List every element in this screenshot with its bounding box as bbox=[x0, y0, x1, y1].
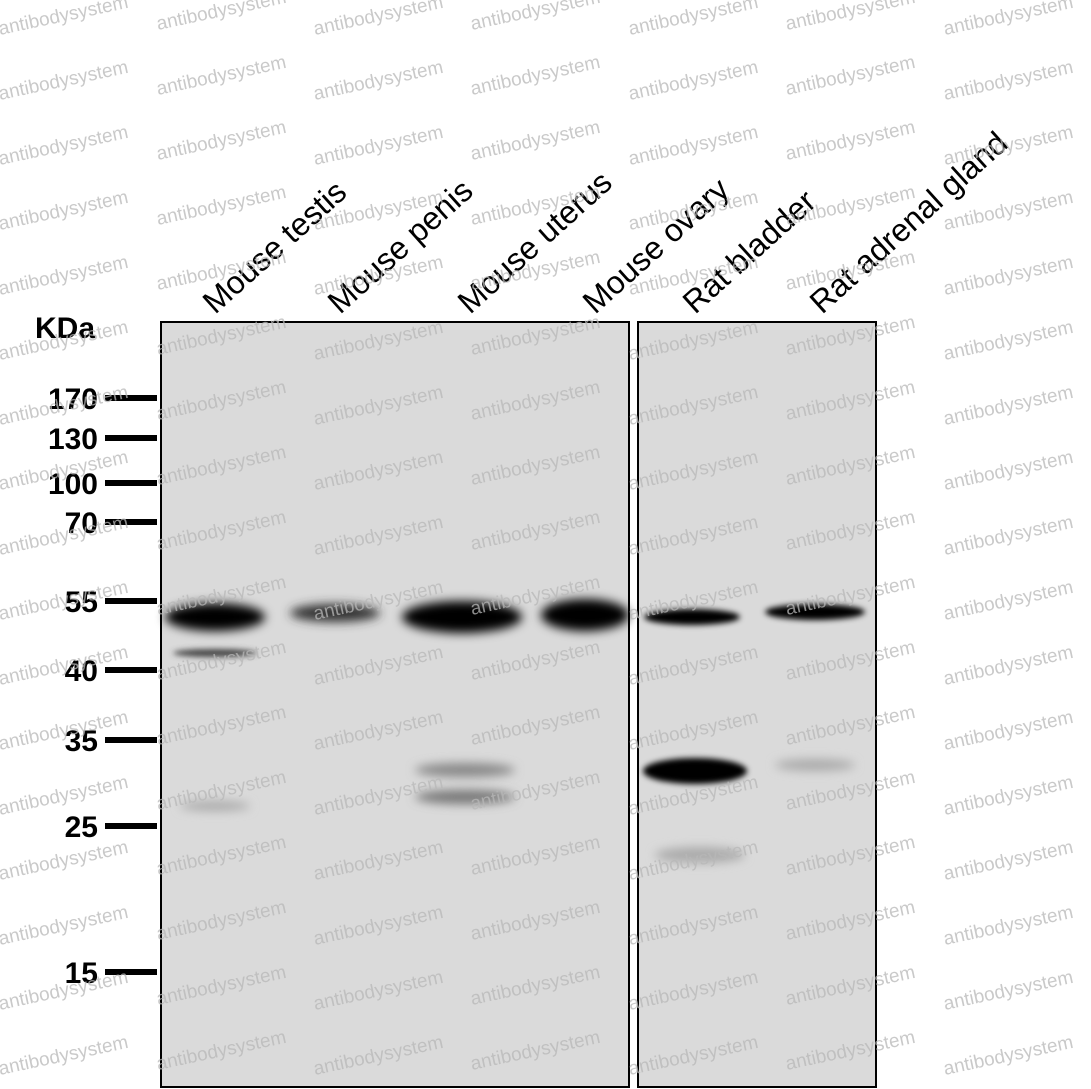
marker-dash bbox=[105, 480, 157, 486]
watermark: antibodysystem bbox=[942, 447, 1075, 495]
watermark: antibodysystem bbox=[0, 1032, 130, 1080]
marker-label: 15 bbox=[65, 957, 98, 990]
watermark: antibodysystem bbox=[784, 52, 917, 100]
marker-dash bbox=[105, 395, 157, 401]
band bbox=[165, 603, 265, 631]
watermark: antibodysystem bbox=[312, 0, 445, 40]
marker-dash bbox=[105, 667, 157, 673]
marker-label: 25 bbox=[65, 811, 98, 844]
watermark: antibodysystem bbox=[942, 252, 1075, 300]
marker-label: 130 bbox=[48, 423, 98, 456]
band bbox=[173, 649, 257, 657]
watermark: antibodysystem bbox=[627, 0, 760, 40]
watermark: antibodysystem bbox=[942, 707, 1075, 755]
band bbox=[180, 801, 250, 811]
watermark: antibodysystem bbox=[469, 117, 602, 165]
band bbox=[655, 847, 745, 863]
watermark: antibodysystem bbox=[627, 57, 760, 105]
watermark: antibodysystem bbox=[942, 57, 1075, 105]
watermark: antibodysystem bbox=[0, 837, 130, 885]
watermark: antibodysystem bbox=[0, 57, 130, 105]
band bbox=[643, 758, 747, 784]
watermark: antibodysystem bbox=[942, 837, 1075, 885]
marker-dash bbox=[105, 598, 157, 604]
marker-dash bbox=[105, 823, 157, 829]
watermark: antibodysystem bbox=[627, 122, 760, 170]
marker-dash bbox=[105, 519, 157, 525]
watermark: antibodysystem bbox=[942, 642, 1075, 690]
unit-label: KDa bbox=[35, 312, 95, 345]
watermark: antibodysystem bbox=[155, 52, 288, 100]
watermark: antibodysystem bbox=[0, 122, 130, 170]
watermark: antibodysystem bbox=[312, 57, 445, 105]
watermark: antibodysystem bbox=[312, 122, 445, 170]
band bbox=[415, 763, 515, 777]
marker-dash bbox=[105, 969, 157, 975]
watermark: antibodysystem bbox=[942, 122, 1075, 170]
band bbox=[290, 604, 380, 622]
watermark: antibodysystem bbox=[155, 117, 288, 165]
watermark: antibodysystem bbox=[469, 0, 602, 35]
marker-label: 170 bbox=[48, 383, 98, 416]
band bbox=[415, 790, 515, 804]
band bbox=[775, 759, 855, 771]
watermark: antibodysystem bbox=[942, 902, 1075, 950]
band bbox=[402, 601, 522, 633]
watermark: antibodysystem bbox=[942, 967, 1075, 1015]
watermark: antibodysystem bbox=[155, 182, 288, 230]
watermark: antibodysystem bbox=[942, 512, 1075, 560]
marker-dash bbox=[105, 737, 157, 743]
watermark: antibodysystem bbox=[0, 187, 130, 235]
watermark: antibodysystem bbox=[0, 902, 130, 950]
watermark: antibodysystem bbox=[942, 772, 1075, 820]
watermark: antibodysystem bbox=[0, 252, 130, 300]
bands bbox=[165, 599, 865, 863]
band bbox=[644, 609, 740, 625]
marker-label: 35 bbox=[65, 725, 98, 758]
marker-label: 55 bbox=[65, 586, 98, 619]
marker-label: 40 bbox=[65, 655, 98, 688]
watermark: antibodysystem bbox=[942, 0, 1075, 40]
watermark: antibodysystem bbox=[942, 317, 1075, 365]
watermark: antibodysystem bbox=[0, 0, 130, 40]
watermark: antibodysystem bbox=[942, 577, 1075, 625]
watermark: antibodysystem bbox=[784, 0, 917, 35]
watermark: antibodysystem bbox=[155, 0, 288, 35]
band bbox=[541, 599, 629, 631]
watermark: antibodysystem bbox=[942, 382, 1075, 430]
watermark: antibodysystem bbox=[469, 52, 602, 100]
marker-label: 70 bbox=[65, 507, 98, 540]
blot-panel bbox=[160, 321, 630, 1088]
band bbox=[765, 604, 865, 620]
marker-label: 100 bbox=[48, 468, 98, 501]
watermark: antibodysystem bbox=[784, 117, 917, 165]
marker-dash bbox=[105, 435, 157, 441]
blot-panel bbox=[637, 321, 877, 1088]
watermark: antibodysystem bbox=[942, 1032, 1075, 1080]
